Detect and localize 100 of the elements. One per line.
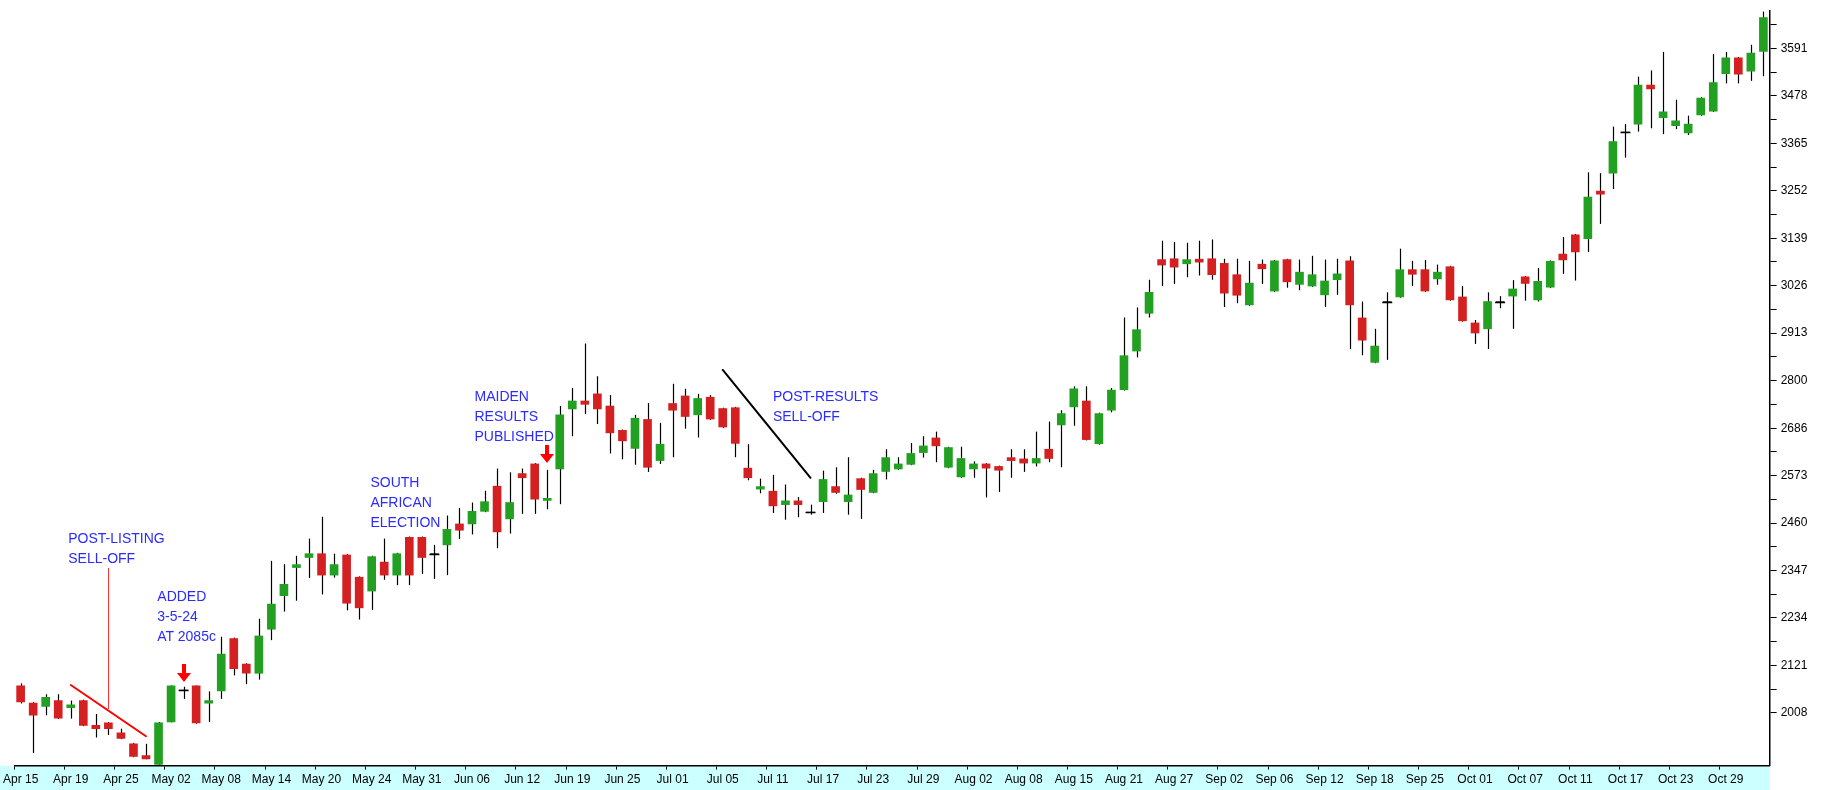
- x-tick-label: Aug 21: [1104, 772, 1144, 787]
- x-tick-label: Jul 23: [857, 772, 890, 787]
- candlestick: [1056, 409, 1066, 468]
- candlestick: [1006, 448, 1016, 479]
- x-tick-label: Jun 06: [453, 772, 491, 787]
- annotation: POST-LISTING SELL-OFF: [68, 529, 165, 566]
- candlestick: [1671, 99, 1680, 130]
- x-tick-label: Aug 08: [1004, 772, 1043, 787]
- candlestick: [680, 388, 690, 430]
- x-tick-label: Aug 15: [1054, 772, 1094, 787]
- candlestick: [329, 553, 339, 579]
- candlestick: [1520, 275, 1530, 302]
- y-tick-label: 3591: [1780, 40, 1808, 55]
- x-tick-label: Jul 11: [757, 772, 789, 787]
- candlestick: [1307, 255, 1317, 288]
- candlestick: [994, 465, 1003, 493]
- candlestick: [1044, 420, 1054, 463]
- y-tick-label: 2234: [1780, 610, 1808, 625]
- candlestick: [1132, 306, 1141, 358]
- x-tick-label: Apr 19: [53, 772, 89, 787]
- candlestick: [831, 466, 840, 495]
- candlestick: [455, 507, 464, 540]
- y-tick-label: 3478: [1780, 88, 1808, 103]
- candlestick: [16, 682, 25, 705]
- candlestick: [292, 555, 301, 602]
- x-tick-label: Oct 01: [1457, 772, 1494, 787]
- candlestick: [818, 470, 828, 514]
- candlestick: [655, 422, 665, 465]
- candlestick: [1295, 258, 1304, 291]
- candlestick: [417, 535, 427, 575]
- candlestick: [41, 693, 51, 716]
- candlestick: [781, 483, 790, 521]
- candlestick: [1157, 240, 1166, 287]
- x-tick-label: Jul 17: [807, 772, 840, 787]
- y-tick-label: 3139: [1780, 230, 1808, 245]
- x-tick-label: May 31: [402, 772, 442, 787]
- candlestick: [1746, 44, 1756, 82]
- x-tick-label: Apr 15: [2, 772, 39, 787]
- candlestick: [204, 690, 214, 723]
- candlestick: [856, 477, 865, 520]
- y-tick-label: 2347: [1780, 562, 1808, 577]
- x-tick-label: Aug 27: [1155, 772, 1194, 787]
- y-tick-label: 3252: [1780, 183, 1808, 198]
- candlestick: [542, 469, 552, 510]
- x-tick-label: May 02: [151, 772, 192, 787]
- candlestick: [618, 428, 627, 460]
- x-tick-label: Oct 07: [1507, 772, 1544, 787]
- candlestick: [956, 446, 966, 479]
- candlestick: [1533, 267, 1543, 303]
- candlestick: [66, 699, 76, 720]
- candlestick: [1420, 259, 1430, 293]
- x-tick-label: Sep 12: [1305, 772, 1344, 787]
- x-tick-label: Oct 11: [1558, 772, 1593, 787]
- y-tick-label: 2460: [1780, 515, 1808, 530]
- candlestick: [693, 393, 702, 439]
- candlestick: [1282, 258, 1292, 289]
- x-tick-label: Aug 02: [954, 772, 993, 787]
- candlestick: [467, 501, 477, 536]
- candlestick: [919, 435, 928, 459]
- candlestick: [881, 448, 891, 481]
- candlestick: [1370, 328, 1380, 364]
- candlestick: [1207, 238, 1217, 281]
- candlestick: [1696, 96, 1706, 117]
- x-tick-label: Oct 29: [1708, 772, 1744, 787]
- candlestick: [768, 474, 778, 514]
- x-tick-label: Oct 17: [1607, 772, 1644, 787]
- candlestick: [567, 387, 577, 437]
- x-tick-label: Jun 12: [504, 772, 541, 787]
- x-tick-label: May 08: [201, 772, 242, 787]
- annotation: POST-RESULTS SELL-OFF: [772, 387, 879, 424]
- x-tick-label: Jul 29: [907, 772, 940, 787]
- candlestick: [1232, 258, 1242, 304]
- x-tick-label: May 14: [251, 772, 292, 787]
- x-tick-label: May 20: [301, 772, 342, 787]
- candlestick: [379, 538, 389, 581]
- candlestick: [392, 552, 402, 586]
- annotation: ADDED 3-5-24 AT 2085c: [157, 587, 216, 644]
- candlestick: [668, 383, 677, 458]
- candlestick: [1245, 260, 1254, 307]
- x-tick-label: Oct 23: [1657, 772, 1694, 787]
- candlestick: [28, 701, 38, 754]
- x-tick-label: Jul 05: [706, 772, 740, 787]
- x-tick-label: Sep 02: [1205, 772, 1244, 787]
- candlestick: [1320, 258, 1329, 308]
- candlestick: [1508, 279, 1517, 330]
- x-tick-label: Jun 25: [604, 772, 641, 787]
- candlestick: [1357, 300, 1367, 356]
- x-tick-label: Apr 25: [103, 772, 139, 787]
- candlestick: [705, 394, 715, 421]
- y-tick-label: 2800: [1780, 372, 1808, 387]
- candlestick: [1558, 236, 1568, 275]
- annotation: SOUTH AFRICAN ELECTION: [370, 473, 441, 530]
- y-tick-label: 2121: [1780, 657, 1808, 672]
- candlestick: [1144, 279, 1154, 319]
- candlestick: [517, 467, 527, 515]
- y-tick-label: 2008: [1780, 705, 1808, 720]
- x-tick-label: Jul 01: [656, 772, 689, 787]
- y-tick-label: 3026: [1780, 277, 1808, 292]
- x-tick-label: Sep 06: [1255, 772, 1294, 787]
- candlestick: [1107, 387, 1116, 413]
